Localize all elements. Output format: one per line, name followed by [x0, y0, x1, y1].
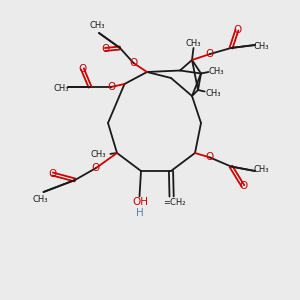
Text: O: O	[239, 181, 247, 191]
Text: O: O	[101, 44, 109, 55]
Text: O: O	[129, 58, 138, 68]
Text: O: O	[48, 169, 57, 179]
Text: O: O	[107, 82, 115, 92]
Text: CH₃: CH₃	[91, 150, 106, 159]
Text: H: H	[136, 208, 144, 218]
Text: O: O	[206, 152, 214, 163]
Text: OH: OH	[132, 197, 148, 207]
Text: CH₃: CH₃	[209, 67, 224, 76]
Text: O: O	[233, 25, 241, 35]
Text: CH₃: CH₃	[206, 88, 221, 98]
Text: CH₃: CH₃	[254, 42, 269, 51]
Text: CH₃: CH₃	[53, 84, 69, 93]
Text: O: O	[78, 64, 87, 74]
Text: CH₃: CH₃	[254, 165, 269, 174]
Text: CH₃: CH₃	[90, 21, 105, 30]
Text: O: O	[206, 49, 214, 59]
Text: CH₃: CH₃	[186, 39, 201, 48]
Text: O: O	[92, 163, 100, 173]
Text: =CH₂: =CH₂	[163, 198, 186, 207]
Text: CH₃: CH₃	[33, 195, 48, 204]
